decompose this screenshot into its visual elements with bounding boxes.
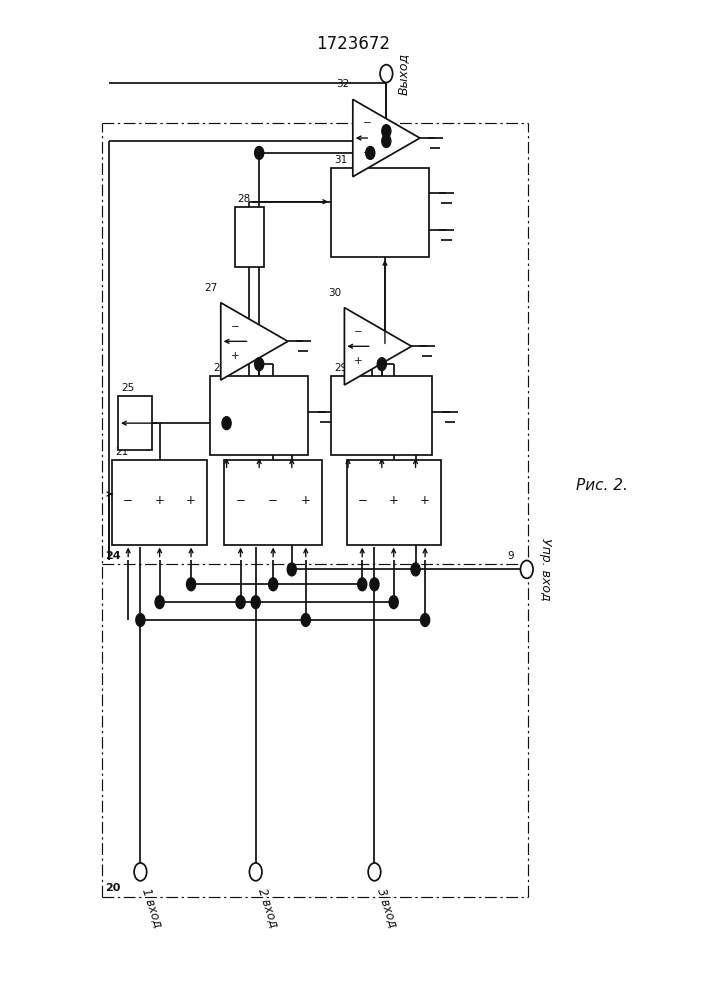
Polygon shape	[221, 303, 288, 380]
Text: 28: 28	[238, 194, 251, 204]
Circle shape	[520, 560, 533, 578]
Bar	[224, 460, 322, 545]
Text: 21: 21	[115, 447, 129, 457]
Bar	[235, 207, 264, 267]
Text: 24: 24	[105, 551, 120, 561]
Text: 22: 22	[227, 447, 240, 457]
Circle shape	[378, 358, 386, 371]
Text: 3 вход: 3 вход	[375, 887, 399, 929]
Text: +: +	[363, 148, 371, 158]
Text: +: +	[420, 494, 430, 507]
Circle shape	[255, 358, 264, 371]
Circle shape	[155, 596, 164, 609]
Circle shape	[366, 146, 375, 159]
Text: 31: 31	[334, 155, 347, 165]
Circle shape	[255, 146, 264, 159]
Circle shape	[370, 578, 379, 591]
Bar	[210, 376, 308, 455]
Polygon shape	[344, 308, 411, 385]
Bar	[331, 376, 433, 455]
Circle shape	[368, 863, 381, 881]
Text: −: −	[123, 494, 133, 507]
Text: 30: 30	[328, 288, 341, 298]
Bar	[331, 168, 429, 257]
Circle shape	[250, 863, 262, 881]
Text: 9: 9	[508, 551, 514, 561]
Bar	[112, 460, 206, 545]
Text: Выход: Выход	[397, 53, 410, 95]
Bar	[346, 460, 441, 545]
Text: 25: 25	[121, 383, 134, 393]
Circle shape	[251, 596, 260, 609]
Circle shape	[269, 578, 278, 591]
Text: 2 вход: 2 вход	[256, 887, 281, 929]
Text: Рис. 2.: Рис. 2.	[575, 478, 628, 493]
Circle shape	[380, 65, 392, 83]
Text: −: −	[354, 327, 363, 337]
Text: −: −	[357, 494, 367, 507]
Bar	[118, 396, 151, 450]
Polygon shape	[353, 99, 420, 177]
Text: +: +	[354, 356, 363, 366]
Text: −: −	[235, 494, 245, 507]
Text: 1723672: 1723672	[317, 35, 390, 53]
Circle shape	[382, 125, 391, 138]
Circle shape	[136, 614, 145, 626]
Circle shape	[222, 417, 231, 430]
Text: +: +	[230, 351, 239, 361]
Text: +: +	[389, 494, 399, 507]
Circle shape	[382, 135, 391, 147]
Circle shape	[287, 563, 296, 576]
Text: +: +	[186, 494, 196, 507]
Circle shape	[358, 578, 367, 591]
Circle shape	[187, 578, 196, 591]
Text: 26: 26	[213, 363, 226, 373]
Circle shape	[134, 863, 146, 881]
Text: 29: 29	[334, 363, 347, 373]
Text: Упр. вход: Упр. вход	[539, 538, 552, 601]
Text: 1 вход: 1 вход	[141, 887, 165, 929]
Text: −: −	[268, 494, 278, 507]
Circle shape	[301, 614, 310, 626]
Circle shape	[411, 563, 420, 576]
Text: −: −	[363, 118, 371, 128]
Text: 32: 32	[336, 79, 349, 89]
Text: −: −	[230, 322, 239, 332]
Text: +: +	[300, 494, 310, 507]
Circle shape	[236, 596, 245, 609]
Text: +: +	[155, 494, 165, 507]
Text: 20: 20	[105, 883, 120, 893]
Text: 23: 23	[349, 447, 363, 457]
Text: 27: 27	[204, 283, 217, 293]
Circle shape	[389, 596, 398, 609]
Circle shape	[421, 614, 430, 626]
